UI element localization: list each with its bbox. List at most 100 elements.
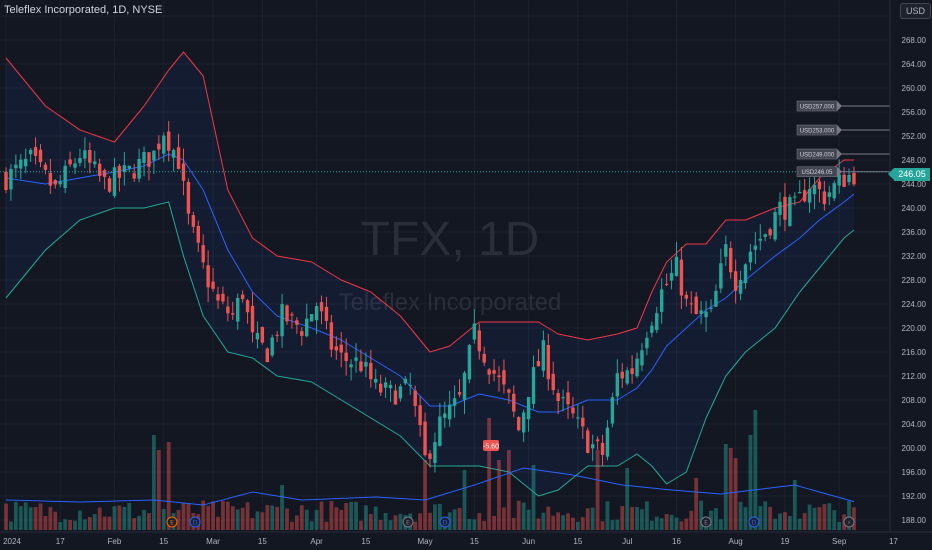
volume-bar bbox=[97, 507, 102, 530]
candle-body bbox=[778, 201, 782, 215]
volume-bar bbox=[580, 517, 585, 530]
volume-bar bbox=[748, 435, 753, 530]
volume-bar bbox=[536, 518, 541, 530]
candle-body bbox=[531, 367, 536, 404]
volume-bar bbox=[359, 520, 363, 530]
candle-body bbox=[359, 361, 363, 372]
order-labels[interactable]: USD257.000 USD253.000 USD249.000 USD246.05 bbox=[796, 100, 890, 177]
volume-bar bbox=[492, 515, 496, 530]
volume-bar bbox=[541, 512, 546, 530]
candle-body bbox=[827, 192, 832, 197]
volume-bar bbox=[9, 521, 13, 530]
price-tick-label: 232.00 bbox=[902, 252, 927, 261]
volume-bar bbox=[778, 513, 782, 530]
volume-bar bbox=[245, 502, 250, 530]
candle-body bbox=[162, 135, 166, 154]
order-label: USD246.05 bbox=[801, 170, 833, 176]
candle-body bbox=[600, 442, 605, 455]
candle-body bbox=[817, 181, 822, 190]
candle-body bbox=[309, 314, 314, 322]
upper-band-line bbox=[5, 51, 854, 353]
price-tick-label: 196.00 bbox=[902, 468, 927, 477]
event-markers[interactable]: E D E D E D ⚡ bbox=[166, 516, 855, 528]
price-axis[interactable]: 272.00268.00264.00260.00256.00252.00248.… bbox=[889, 0, 932, 550]
candle-body bbox=[659, 289, 664, 312]
volume-bar bbox=[556, 512, 561, 530]
volume-bar bbox=[502, 507, 506, 530]
candle-body bbox=[250, 305, 255, 333]
volume-bar bbox=[645, 501, 649, 530]
candle-body bbox=[699, 310, 703, 314]
volume-bar bbox=[758, 506, 763, 530]
price-tick-label: 192.00 bbox=[902, 492, 927, 501]
candle-body bbox=[221, 293, 225, 302]
volume-bar bbox=[299, 505, 304, 530]
volume-bar bbox=[349, 501, 353, 530]
candle-body bbox=[428, 453, 432, 459]
currency-button[interactable]: USD bbox=[900, 3, 932, 19]
time-axis[interactable]: 2024 17 Feb 15 Mar 15 Apr 15 May 15 Jun 15 Jul 16 Aug 1… bbox=[0, 531, 932, 546]
event-marker-glyph: E bbox=[704, 520, 708, 527]
volume-bar bbox=[822, 504, 827, 530]
candle-body bbox=[561, 397, 565, 399]
candle-body bbox=[418, 405, 422, 426]
candle-body bbox=[403, 378, 408, 384]
volume-bar bbox=[561, 515, 565, 530]
time-tick-label: 16 bbox=[672, 537, 681, 546]
time-tick-label: Feb bbox=[108, 537, 122, 546]
candle-body bbox=[467, 345, 472, 380]
volume-bar bbox=[176, 509, 181, 530]
candle-body bbox=[280, 304, 284, 337]
candle-body bbox=[536, 361, 541, 367]
candle-body bbox=[63, 165, 67, 189]
candle-body bbox=[477, 330, 481, 352]
candle-body bbox=[196, 225, 200, 243]
volume-bar bbox=[521, 502, 526, 530]
volume-bar bbox=[378, 520, 383, 530]
event-marker-icon bbox=[748, 516, 760, 528]
candle-body bbox=[157, 143, 161, 150]
volume-bar bbox=[689, 510, 694, 530]
candle-body bbox=[364, 362, 368, 367]
order-label-arrow bbox=[837, 166, 842, 177]
volume-bar bbox=[63, 519, 68, 530]
volume-bar bbox=[161, 508, 166, 530]
volume-bar bbox=[329, 501, 334, 530]
volume-bar bbox=[487, 418, 492, 530]
low-marker-box bbox=[483, 440, 499, 451]
volume-bar bbox=[423, 460, 427, 530]
event-marker-glyph: ⚡ bbox=[847, 520, 851, 527]
candle-body bbox=[132, 173, 136, 179]
candle-body bbox=[645, 337, 649, 349]
candle-body bbox=[236, 297, 240, 322]
volume-bar bbox=[339, 509, 344, 530]
candle-body bbox=[83, 150, 87, 159]
volume-bar bbox=[388, 520, 393, 530]
candle-body bbox=[171, 150, 176, 158]
price-tick-label: 200.00 bbox=[902, 444, 927, 453]
volume-bar bbox=[852, 507, 856, 530]
price-axis-bg bbox=[890, 0, 932, 550]
time-tick-label: 15 bbox=[258, 537, 267, 546]
volume-bar bbox=[625, 468, 630, 530]
event-marker-glyph: D bbox=[443, 520, 448, 527]
event-marker-icon bbox=[189, 516, 201, 528]
candle-body bbox=[166, 131, 171, 151]
candle-body bbox=[507, 389, 511, 393]
candle-body bbox=[216, 294, 220, 301]
candle-body bbox=[625, 370, 629, 384]
candle-body bbox=[704, 311, 708, 318]
candle-body bbox=[339, 344, 343, 353]
volume-bar bbox=[718, 519, 723, 530]
candle-body bbox=[270, 337, 274, 356]
candle-body bbox=[802, 190, 807, 202]
volume-bar bbox=[280, 485, 284, 530]
candle-body bbox=[201, 245, 205, 263]
candle-body bbox=[255, 332, 260, 340]
price-tick-label: 252.00 bbox=[902, 132, 927, 141]
candle-body bbox=[245, 300, 250, 313]
candle-body bbox=[462, 372, 467, 400]
volume-bar bbox=[13, 501, 18, 530]
